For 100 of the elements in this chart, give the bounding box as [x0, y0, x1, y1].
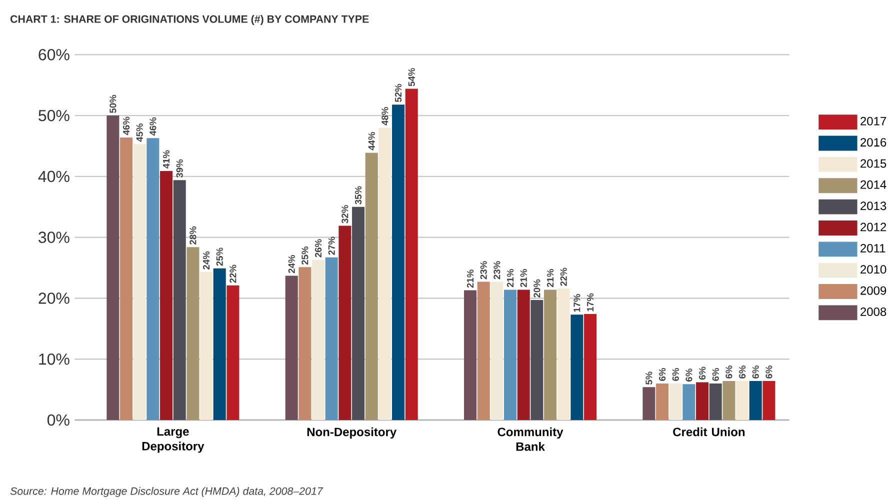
bar	[146, 138, 160, 420]
bar	[642, 387, 656, 420]
data-label: 46%	[150, 117, 156, 136]
data-label: 44%	[368, 132, 375, 150]
data-label: 23%	[494, 261, 500, 280]
x-tick-label: Community Bank	[498, 427, 564, 451]
data-label: 6%	[766, 366, 772, 378]
legend-label: 2017	[860, 116, 886, 126]
data-label: 39%	[176, 159, 183, 178]
y-tick-label: 0%	[47, 414, 70, 426]
bar	[365, 152, 378, 420]
data-label: 21%	[466, 270, 474, 288]
data-label: 6%	[738, 366, 746, 378]
data-label: 27%	[328, 236, 335, 255]
x-tick-label: Credit Union	[673, 427, 745, 436]
bar	[186, 247, 200, 420]
data-label: 24%	[202, 251, 210, 270]
bar	[200, 272, 213, 420]
legend-label: 2012	[860, 222, 886, 232]
data-label: 22%	[560, 268, 567, 286]
legend-label: 2015	[860, 159, 886, 168]
data-label: 26%	[314, 239, 322, 258]
bar	[722, 381, 736, 420]
data-label: 32%	[342, 205, 348, 224]
chart-title: CHART 1: SHARE OF ORIGINATIONS VOLUME (#) BY COMPANY TYPE	[10, 15, 369, 25]
legend-label: 2011	[860, 244, 886, 252]
y-tick-label: 40%	[38, 170, 70, 182]
bar	[378, 128, 392, 420]
x-tick-label: Non-Depository	[307, 427, 397, 439]
data-label: 46%	[122, 116, 130, 136]
data-label: 45%	[136, 123, 143, 142]
bar	[530, 300, 544, 420]
bar	[584, 314, 597, 420]
bar	[682, 384, 696, 420]
bar	[504, 290, 517, 420]
bar	[762, 381, 776, 420]
bar	[405, 88, 418, 420]
bar	[312, 260, 325, 420]
bar	[477, 282, 490, 420]
bar	[656, 383, 669, 420]
legend-label: 2016	[860, 138, 886, 147]
bar	[557, 288, 570, 420]
data-label: 6%	[672, 368, 679, 381]
bar	[570, 314, 584, 420]
y-tick-label: 10%	[39, 353, 70, 365]
bar	[736, 381, 749, 420]
bar	[517, 290, 530, 420]
bar	[120, 137, 133, 420]
x-tick-label: Large Depository	[142, 427, 204, 453]
bar	[226, 285, 240, 420]
data-label: 6%	[698, 366, 706, 380]
data-label: 23%	[480, 261, 487, 280]
y-tick-label: 20%	[38, 292, 70, 304]
bar	[696, 382, 709, 420]
bar	[544, 290, 557, 420]
bar	[213, 268, 226, 420]
data-label: 35%	[354, 186, 362, 204]
bar	[285, 276, 298, 420]
data-label: 21%	[520, 269, 527, 288]
data-label: 5%	[646, 372, 652, 385]
legend-label: 2014	[860, 180, 886, 189]
y-tick-label: 60%	[38, 49, 70, 60]
data-label: 28%	[190, 226, 196, 244]
bar	[464, 290, 477, 420]
legend-label: 2013	[860, 202, 886, 210]
legend-label: 2010	[860, 265, 886, 274]
data-label: 41%	[162, 150, 170, 169]
data-label: 52%	[394, 84, 402, 102]
y-tick-label: 30%	[38, 232, 70, 243]
data-label: 22%	[230, 264, 236, 283]
data-label: 6%	[752, 366, 759, 378]
bar	[749, 381, 762, 420]
bar	[490, 282, 504, 420]
data-label: 24%	[288, 255, 295, 274]
y-tick-label: 50%	[38, 110, 70, 122]
data-label: 17%	[586, 293, 594, 312]
bar	[173, 180, 186, 420]
source-note: Source: Home Mortgage Disclosure Act (HMDA) data, 2008–2017	[10, 487, 324, 497]
data-label: 48%	[382, 107, 388, 126]
bar	[298, 267, 312, 420]
data-label: 50%	[110, 94, 116, 113]
bar	[709, 383, 722, 420]
data-label: 6%	[726, 366, 732, 378]
data-label: 6%	[686, 368, 692, 382]
data-label: 20%	[534, 279, 540, 298]
bar	[338, 226, 352, 420]
data-label: 17%	[574, 294, 580, 312]
data-label: 6%	[712, 368, 719, 381]
data-label: 25%	[302, 246, 308, 265]
bar	[133, 144, 146, 420]
bar	[392, 104, 405, 420]
bar	[160, 170, 173, 420]
legend-label: 2008	[860, 307, 886, 316]
bar	[352, 206, 365, 420]
data-label: 25%	[216, 248, 223, 266]
legend-label: 2009	[860, 286, 886, 295]
bar	[325, 257, 338, 420]
data-label: 54%	[408, 68, 415, 86]
bar	[106, 116, 120, 420]
data-label: 21%	[546, 269, 554, 288]
